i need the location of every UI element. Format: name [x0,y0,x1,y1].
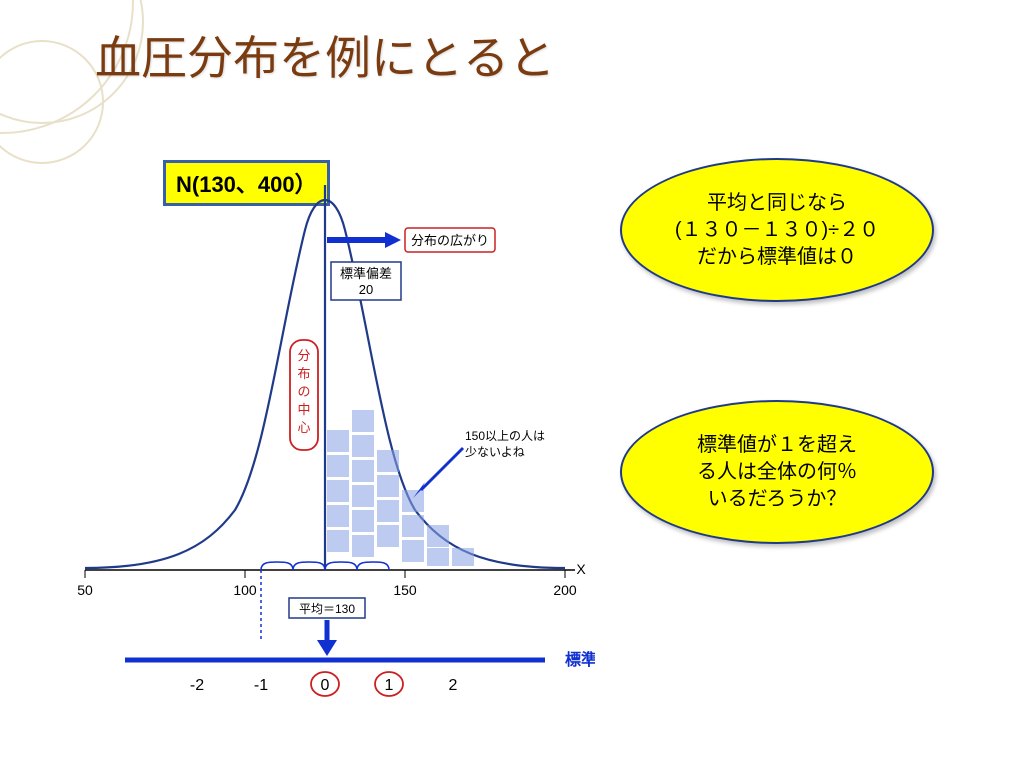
callout-line: (１３０－１３０)÷２０ [675,217,879,244]
spread-arrow: 分布の広がり [327,228,495,252]
x-axis-label: X [576,561,586,577]
shaded-region [327,410,474,566]
xtick-50: 50 [77,582,93,598]
svg-text:の: の [297,384,310,399]
svg-text:0: 0 [321,677,330,694]
sd-box: 標準偏差 20 [331,262,401,300]
svg-text:-1: -1 [254,677,268,694]
center-box: 分 布 の 中 心 [290,340,318,450]
svg-text:中: 中 [297,402,310,417]
svg-text:心: 心 [297,420,310,435]
callout-line: 標準値が１を超え [697,432,857,459]
svg-text:分: 分 [297,348,310,363]
callout-mean-zero: 平均と同じなら (１３０－１３０)÷２０ だから標準値は０ [620,158,934,302]
callout-line: る人は全体の何％ [697,459,857,486]
svg-text:-2: -2 [190,677,204,694]
note-150: 150以上の人は 少ないよね [413,429,545,498]
callout-percent-question: 標準値が１を超え る人は全体の何％ いるだろうか？ [620,400,934,544]
callout-line: いるだろうか？ [708,486,847,513]
svg-text:2: 2 [449,677,458,694]
svg-text:分布の広がり: 分布の広がり [411,233,489,248]
xtick-150: 150 [393,582,417,598]
svg-text:少ないよね: 少ないよね [465,445,525,459]
svg-text:150以上の人は: 150以上の人は [465,429,545,443]
distribution-chart: 50 100 150 200 X [65,130,595,710]
slide-title: 血圧分布を例にとると [95,22,555,88]
standard-ticks: -2 -1 0 1 2 [190,677,458,694]
svg-text:1: 1 [385,677,394,694]
xtick-200: 200 [553,582,577,598]
svg-text:20: 20 [359,282,373,297]
svg-text:布: 布 [297,366,310,381]
mean-box: 平均＝130 [289,598,365,656]
svg-text:標準偏差: 標準偏差 [340,266,392,281]
callout-line: だから標準値は０ [697,244,857,271]
xtick-100: 100 [233,582,257,598]
callout-line: 平均と同じなら [707,190,847,217]
standard-axis-label: 標準軸 [565,650,595,669]
svg-text:平均＝130: 平均＝130 [299,602,355,616]
